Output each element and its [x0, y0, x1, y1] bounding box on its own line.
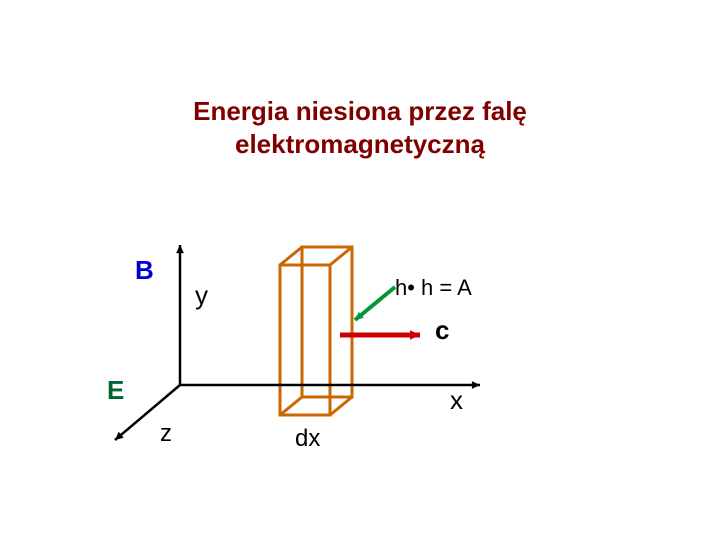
label-x: x: [450, 385, 463, 416]
label-B-axis: B: [135, 255, 154, 286]
label-z: z: [160, 420, 172, 448]
label-area-hh: h• h = A: [395, 275, 472, 301]
label-E-axis: E: [107, 375, 124, 406]
label-c: c: [435, 315, 449, 346]
diagram-canvas: [0, 0, 720, 540]
label-y: y: [195, 280, 208, 311]
label-dx: dx: [295, 425, 320, 453]
